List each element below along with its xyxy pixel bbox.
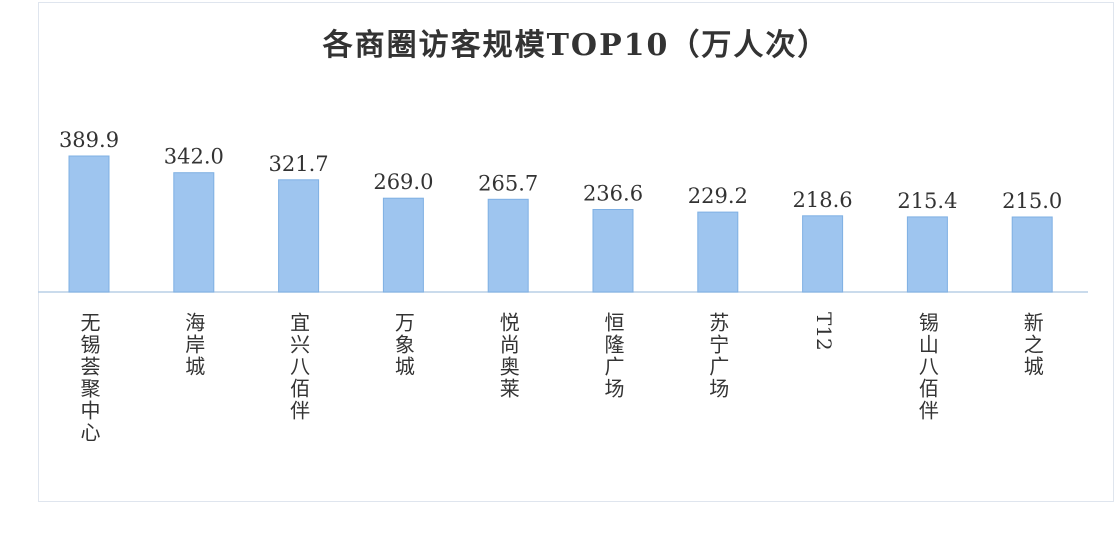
category-label-2: 宜兴八佰伴	[287, 312, 311, 422]
bar-0	[68, 155, 110, 293]
data-label-7: 218.6	[793, 188, 853, 212]
data-label-8: 215.4	[897, 189, 957, 213]
data-label-3: 269.0	[373, 170, 433, 194]
category-label-7: T12	[812, 312, 836, 351]
bar-1	[173, 172, 215, 293]
category-label-0: 无锡荟聚中心	[77, 312, 101, 444]
bar-3	[382, 197, 424, 293]
data-label-5: 236.6	[583, 182, 643, 206]
data-label-1: 342.0	[164, 145, 224, 169]
category-label-5: 恒隆广场	[601, 312, 625, 400]
data-label-4: 265.7	[478, 171, 538, 195]
bar-5	[592, 209, 634, 293]
bar-7	[802, 215, 844, 293]
bar-9	[1011, 216, 1053, 293]
data-label-9: 215.0	[1002, 189, 1062, 213]
bar-4	[487, 198, 529, 293]
category-label-3: 万象城	[391, 312, 415, 378]
category-label-9: 新之城	[1020, 312, 1044, 378]
bar-6	[697, 211, 739, 293]
category-label-4: 悦尚奥莱	[496, 312, 520, 400]
bar-2	[278, 179, 320, 293]
data-label-0: 389.9	[59, 128, 119, 152]
category-label-6: 苏宁广场	[706, 312, 730, 400]
data-label-6: 229.2	[688, 184, 748, 208]
data-label-2: 321.7	[269, 152, 329, 176]
category-label-1: 海岸城	[182, 312, 206, 378]
chart-title: 各商圈访客规模TOP10（万人次）	[322, 28, 830, 63]
bar-8	[906, 216, 948, 293]
category-label-8: 锡山八佰伴	[915, 312, 939, 422]
